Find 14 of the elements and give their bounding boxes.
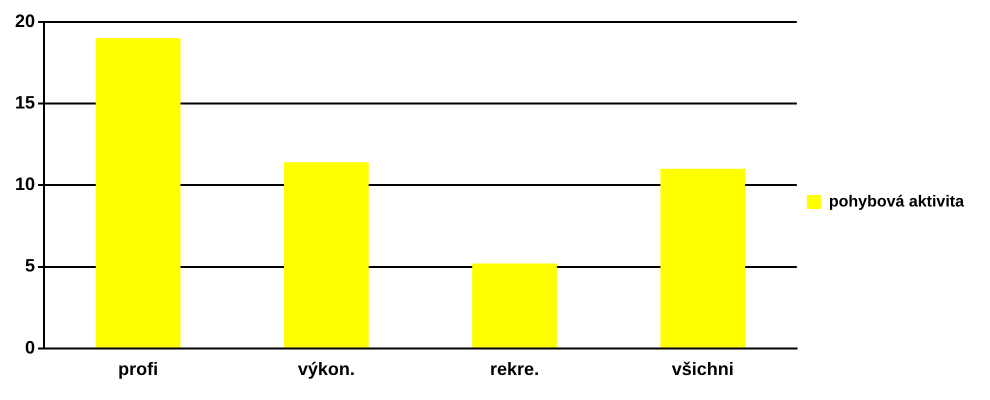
x-tick-label: všichni — [672, 359, 734, 380]
y-tick-label: 5 — [25, 256, 36, 276]
y-tick-label: 0 — [25, 337, 36, 358]
bar — [472, 263, 557, 348]
x-tick-label: profi — [118, 359, 158, 380]
legend-label: pohybová aktivita — [828, 193, 964, 210]
x-tick-label: výkon. — [298, 359, 355, 380]
bar — [660, 168, 746, 348]
y-tick-label: 20 — [14, 10, 36, 31]
y-tick-label: 15 — [14, 92, 36, 112]
bar — [96, 38, 180, 348]
x-tick-label: rekre. — [490, 359, 540, 380]
y-tick-label: 10 — [14, 174, 36, 194]
bar — [284, 162, 369, 348]
